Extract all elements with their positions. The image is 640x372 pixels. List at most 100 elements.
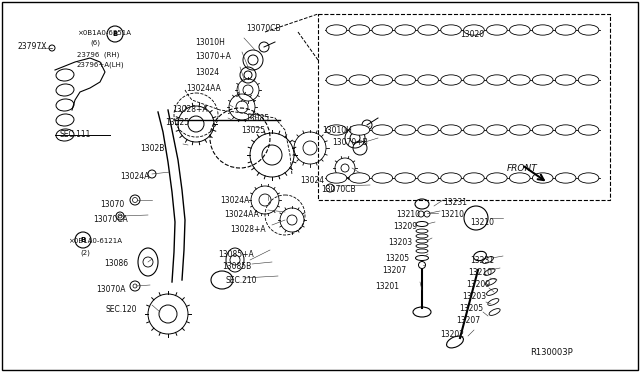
Ellipse shape: [441, 75, 461, 85]
Ellipse shape: [532, 173, 553, 183]
Ellipse shape: [486, 75, 507, 85]
Text: (6): (6): [90, 40, 100, 46]
Ellipse shape: [395, 75, 415, 85]
Text: B: B: [113, 31, 118, 37]
Ellipse shape: [441, 25, 461, 35]
Ellipse shape: [463, 125, 484, 135]
Ellipse shape: [509, 125, 530, 135]
Text: 13070CB: 13070CB: [246, 24, 280, 33]
Ellipse shape: [463, 173, 484, 183]
Text: 13028+A: 13028+A: [230, 225, 266, 234]
Text: 13020: 13020: [460, 30, 484, 39]
Text: 13203: 13203: [388, 238, 412, 247]
Text: 13207: 13207: [456, 316, 480, 325]
Ellipse shape: [349, 173, 370, 183]
Text: (2): (2): [80, 249, 90, 256]
Text: 1302B: 1302B: [140, 144, 164, 153]
Text: 13024A: 13024A: [120, 172, 149, 181]
Text: 13024AA: 13024AA: [186, 84, 221, 93]
Text: 13231: 13231: [470, 256, 494, 265]
Text: 13070+B: 13070+B: [332, 138, 368, 147]
Ellipse shape: [509, 25, 530, 35]
Text: 13028+A: 13028+A: [172, 105, 207, 114]
Ellipse shape: [578, 173, 599, 183]
Text: 13024: 13024: [195, 68, 219, 77]
Ellipse shape: [395, 125, 415, 135]
Text: 13070A: 13070A: [96, 285, 125, 294]
Ellipse shape: [326, 173, 347, 183]
Ellipse shape: [395, 25, 415, 35]
Text: 13205: 13205: [385, 254, 409, 263]
Text: 13210: 13210: [396, 210, 420, 219]
Ellipse shape: [578, 25, 599, 35]
Text: 13085: 13085: [245, 114, 269, 123]
Ellipse shape: [372, 25, 392, 35]
Text: 13070CA: 13070CA: [93, 215, 128, 224]
Text: SEC.210: SEC.210: [225, 276, 257, 285]
Ellipse shape: [486, 25, 507, 35]
Text: 13085+A: 13085+A: [218, 250, 253, 259]
Text: 13024A: 13024A: [220, 196, 250, 205]
Text: 13231: 13231: [443, 198, 467, 207]
Text: 13010H: 13010H: [322, 126, 352, 135]
Ellipse shape: [463, 75, 484, 85]
Circle shape: [49, 45, 55, 51]
Text: 23797X: 23797X: [18, 42, 47, 51]
Ellipse shape: [532, 125, 553, 135]
Ellipse shape: [556, 173, 576, 183]
Text: 13209: 13209: [393, 222, 417, 231]
Text: 13210: 13210: [470, 218, 494, 227]
Ellipse shape: [486, 125, 507, 135]
Ellipse shape: [349, 25, 370, 35]
Text: 13205: 13205: [459, 304, 483, 313]
Text: B: B: [81, 237, 86, 243]
Ellipse shape: [578, 75, 599, 85]
Text: 13201: 13201: [375, 282, 399, 291]
Ellipse shape: [556, 125, 576, 135]
Ellipse shape: [418, 125, 438, 135]
Text: 13086: 13086: [104, 259, 128, 268]
Text: 13024AA: 13024AA: [224, 210, 259, 219]
Text: 23796+A(LH): 23796+A(LH): [77, 62, 125, 68]
Text: 13210: 13210: [468, 268, 492, 277]
Ellipse shape: [463, 25, 484, 35]
Ellipse shape: [372, 173, 392, 183]
Text: 13025: 13025: [241, 126, 265, 135]
Ellipse shape: [395, 173, 415, 183]
Ellipse shape: [326, 125, 347, 135]
Ellipse shape: [418, 75, 438, 85]
Ellipse shape: [532, 25, 553, 35]
Text: 13207: 13207: [382, 266, 406, 275]
Ellipse shape: [349, 75, 370, 85]
Ellipse shape: [418, 173, 438, 183]
Text: R130003P: R130003P: [530, 348, 573, 357]
Ellipse shape: [532, 75, 553, 85]
Text: 13210: 13210: [440, 210, 464, 219]
Text: ×0B1A0-6121A: ×0B1A0-6121A: [68, 238, 122, 244]
Text: SEC.120: SEC.120: [105, 305, 136, 314]
Text: 13070: 13070: [100, 200, 124, 209]
Text: 13070CB: 13070CB: [321, 185, 356, 194]
Ellipse shape: [578, 125, 599, 135]
Ellipse shape: [509, 75, 530, 85]
Ellipse shape: [556, 75, 576, 85]
Text: SEC.111: SEC.111: [60, 130, 92, 139]
Text: 13202: 13202: [440, 330, 464, 339]
Ellipse shape: [441, 125, 461, 135]
Text: 13203: 13203: [462, 292, 486, 301]
Ellipse shape: [372, 75, 392, 85]
Ellipse shape: [326, 75, 347, 85]
Ellipse shape: [418, 25, 438, 35]
Ellipse shape: [509, 173, 530, 183]
Ellipse shape: [441, 173, 461, 183]
Text: 23796  (RH): 23796 (RH): [77, 52, 120, 58]
Text: FRONT: FRONT: [507, 164, 538, 173]
Text: 13085B: 13085B: [222, 262, 252, 271]
Ellipse shape: [556, 25, 576, 35]
Text: 13070+A: 13070+A: [195, 52, 231, 61]
Ellipse shape: [486, 173, 507, 183]
Text: 13025: 13025: [165, 118, 189, 127]
Text: 13024: 13024: [300, 176, 324, 185]
Text: 13010H: 13010H: [195, 38, 225, 47]
Ellipse shape: [372, 125, 392, 135]
